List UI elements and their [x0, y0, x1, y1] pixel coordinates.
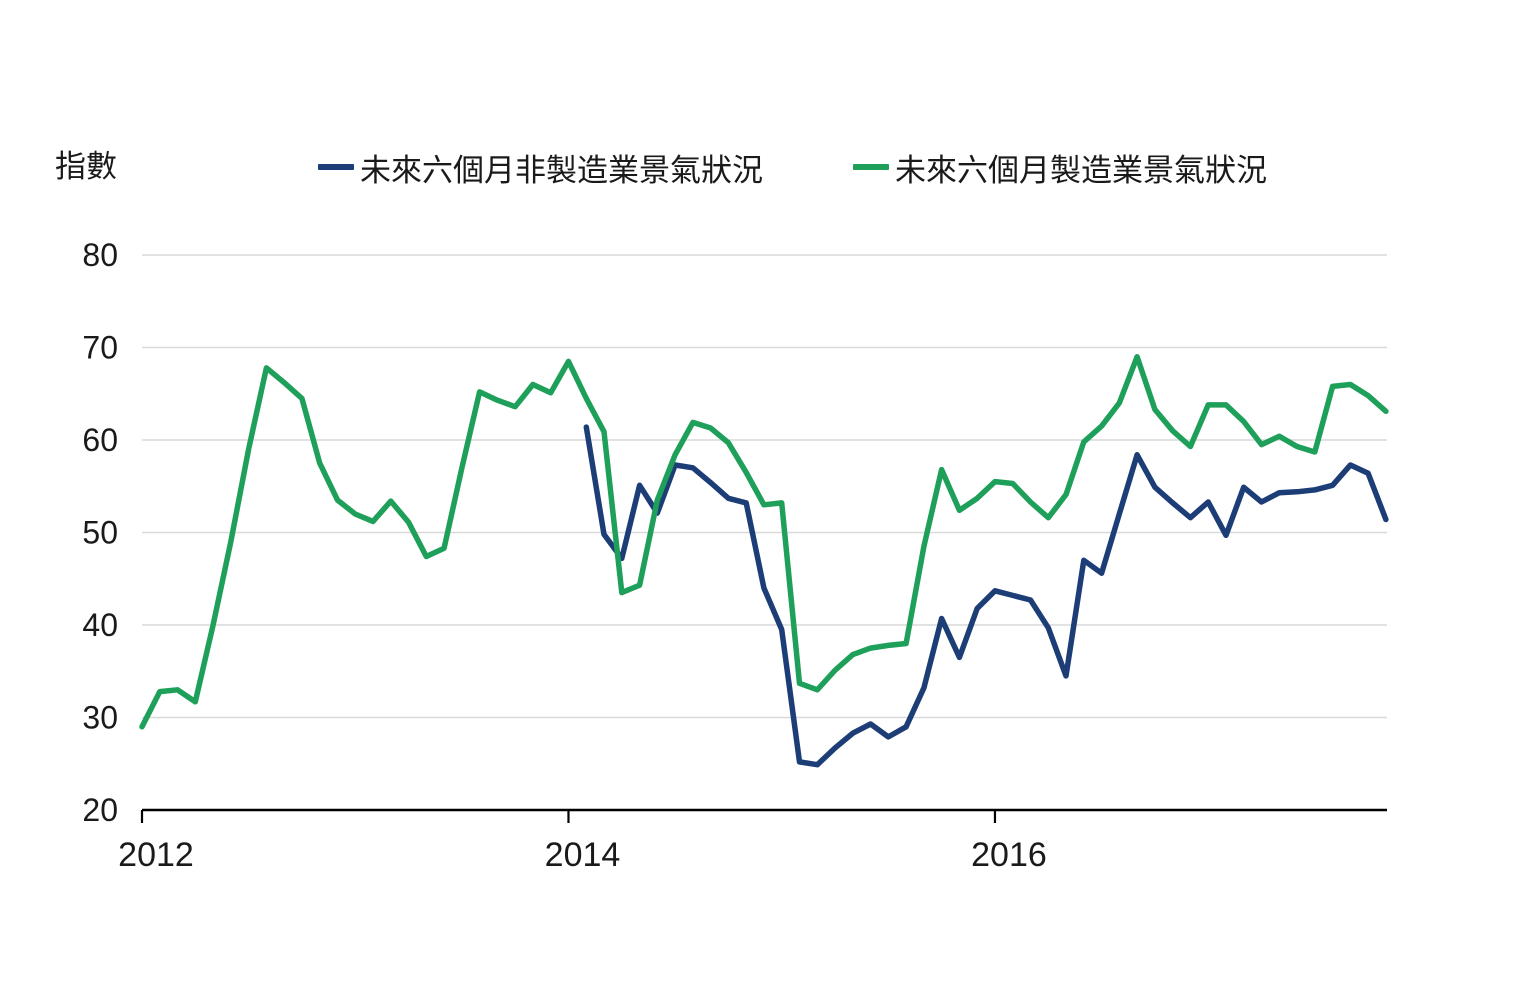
non-manufacturing-line-swatch: [318, 164, 354, 170]
y-tick-label-80: 80: [82, 237, 118, 273]
y-axis-title: 指數: [55, 149, 117, 184]
legend-item-manufacturing: 未來六個月製造業景氣狀況: [853, 148, 1267, 188]
x-tick-label-2016: 2016: [971, 836, 1047, 874]
x-tick-label-2014: 2014: [545, 836, 621, 874]
series-line-manufacturing: [139, 354, 1389, 730]
y-tick-label-20: 20: [82, 792, 118, 828]
x-tick-label-2012: 2012: [118, 836, 194, 874]
legend-label-non-manufacturing: 未來六個月非製造業景氣狀況: [360, 152, 763, 188]
legend-item-non-manufacturing: 未來六個月非製造業景氣狀況: [318, 148, 763, 188]
y-tick-label-30: 30: [82, 700, 118, 736]
y-tick-label-40: 40: [82, 607, 118, 643]
y-tick-label-60: 60: [82, 422, 118, 458]
y-tick-label-50: 50: [82, 515, 118, 551]
manufacturing-line-swatch: [853, 164, 889, 170]
legend-label-manufacturing: 未來六個月製造業景氣狀況: [895, 152, 1267, 188]
series-line-non-manufacturing: [583, 424, 1389, 768]
y-tick-label-70: 70: [82, 330, 118, 366]
